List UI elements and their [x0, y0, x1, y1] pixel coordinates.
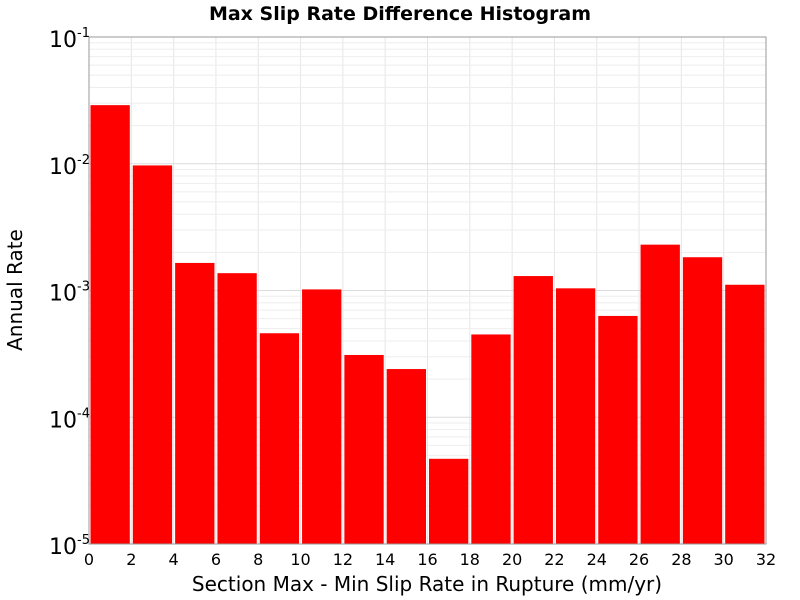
- x-tick-label: 12: [333, 550, 353, 569]
- histogram-bar: [259, 333, 300, 544]
- y-tick-base: 10: [49, 28, 77, 53]
- y-tick-labels: 10-110-210-310-410-5: [49, 26, 90, 560]
- bars-group: [90, 105, 765, 544]
- x-tick-label: 18: [460, 550, 480, 569]
- x-tick-label: 22: [544, 550, 564, 569]
- x-tick-label: 4: [169, 550, 179, 569]
- histogram-bar: [513, 276, 553, 544]
- x-tick-label: 30: [714, 550, 734, 569]
- x-tick-label: 2: [126, 550, 136, 569]
- histogram-bar: [386, 369, 426, 544]
- histogram-bar: [429, 458, 469, 544]
- y-tick-exponent: -5: [77, 533, 90, 548]
- histogram-bar: [471, 334, 511, 544]
- x-axis-label: Section Max - Min Slip Rate in Rupture (…: [192, 572, 662, 596]
- x-tick-label: 20: [502, 550, 522, 569]
- y-tick-base: 10: [49, 535, 77, 560]
- chart-title: Max Slip Rate Difference Histogram: [209, 3, 591, 25]
- histogram-bar: [682, 257, 723, 544]
- histogram-bar: [217, 273, 257, 544]
- x-tick-label: 14: [375, 550, 395, 569]
- histogram-bar: [598, 315, 638, 544]
- y-tick-label: 10-3: [49, 280, 90, 307]
- x-tick-label: 8: [253, 550, 263, 569]
- histogram-bar: [302, 289, 342, 544]
- x-tick-label: 28: [671, 550, 691, 569]
- y-tick-base: 10: [49, 155, 77, 180]
- histogram-bar: [725, 284, 765, 544]
- x-tick-label: 26: [629, 550, 649, 569]
- y-tick-exponent: -2: [77, 153, 90, 168]
- x-tick-label: 32: [756, 550, 776, 569]
- plot-area-frame: [88, 36, 767, 545]
- x-tick-label: 10: [290, 550, 310, 569]
- y-tick-exponent: -4: [77, 406, 90, 421]
- x-tick-label: 6: [211, 550, 221, 569]
- y-tick-label: 10-2: [49, 153, 90, 180]
- y-tick-exponent: -1: [77, 26, 90, 41]
- y-tick-label: 10-1: [49, 26, 90, 53]
- y-tick-exponent: -3: [77, 280, 90, 295]
- y-tick-label: 10-4: [49, 406, 90, 433]
- histogram-bar: [175, 262, 215, 544]
- y-axis-label: Annual Rate: [3, 229, 27, 351]
- histogram-bar: [132, 165, 173, 544]
- histogram-bar: [344, 354, 384, 544]
- histogram-bar: [90, 105, 130, 544]
- x-tick-labels: 0 2 4 6 8 10 12 14 16 18 20 22 24 26 28 30 32: [84, 550, 776, 569]
- y-tick-label: 10-5: [49, 533, 90, 560]
- y-tick-base: 10: [49, 282, 77, 307]
- x-tick-label: 24: [587, 550, 607, 569]
- histogram-bar: [555, 288, 596, 544]
- x-tick-label: 0: [84, 550, 94, 569]
- y-tick-base: 10: [49, 408, 77, 433]
- histogram-bar: [640, 244, 680, 544]
- x-tick-label: 16: [417, 550, 437, 569]
